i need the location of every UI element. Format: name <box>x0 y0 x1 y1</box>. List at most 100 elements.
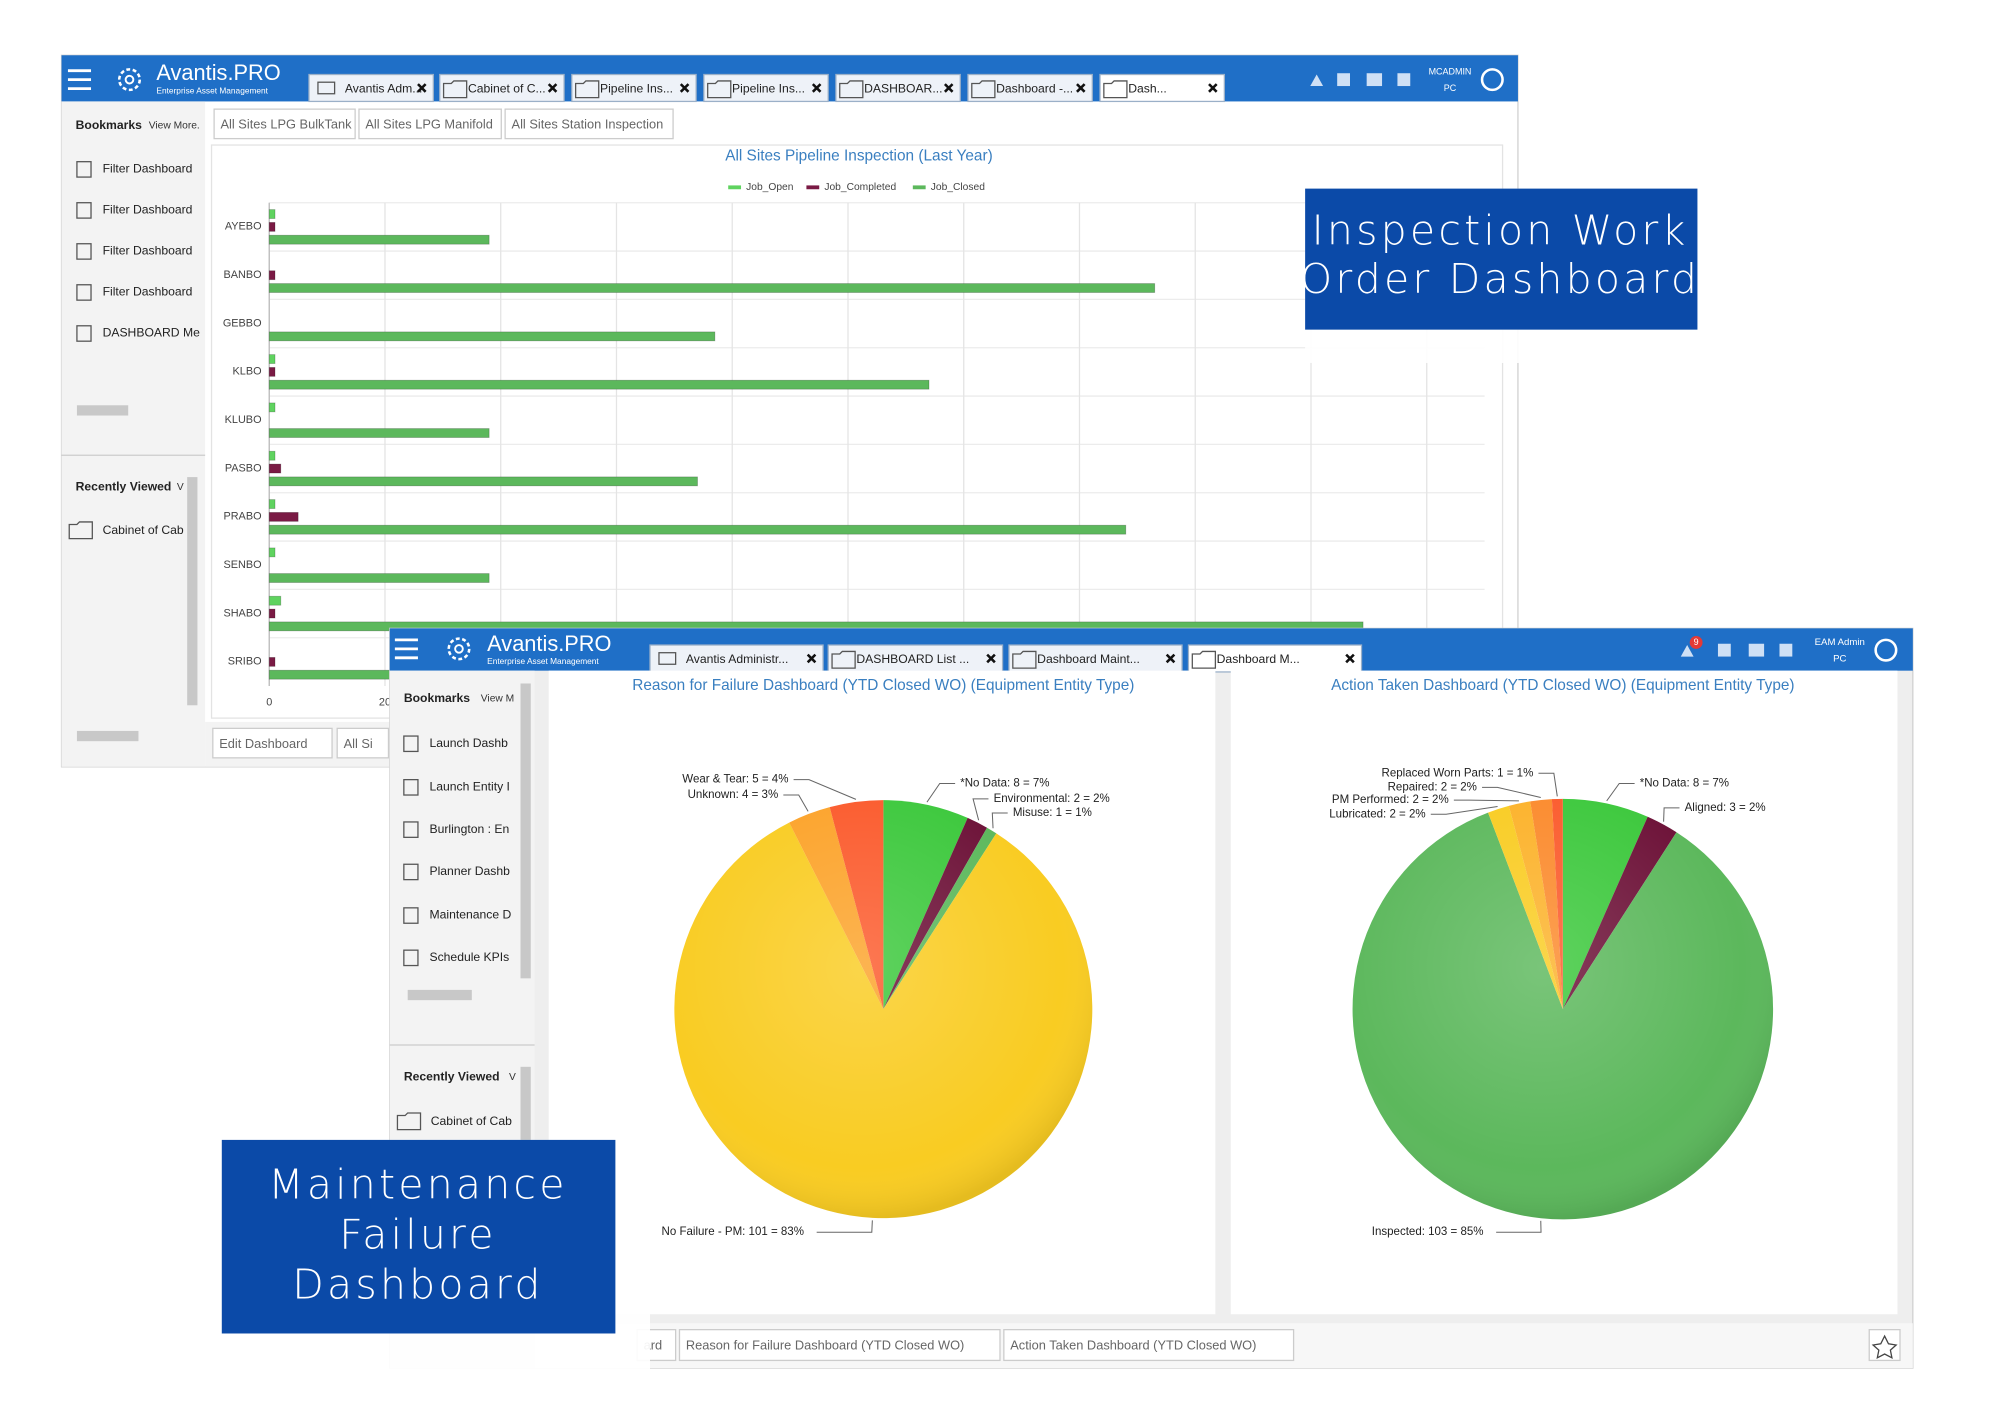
sidebar-item[interactable]: Maintenance D <box>403 907 512 924</box>
tab[interactable]: Pipeline Ins... <box>703 73 829 103</box>
sidebar-item[interactable]: Filter Dashboard <box>76 202 193 219</box>
bar <box>268 573 490 583</box>
tab[interactable]: Avantis Administr... <box>649 644 824 673</box>
overlay-box <box>221 1139 616 1334</box>
bell-icon <box>1310 74 1324 87</box>
folder-icon <box>575 80 600 99</box>
close-icon[interactable] <box>1076 83 1086 93</box>
tab[interactable]: DASHBOARD List ... <box>827 644 1004 673</box>
sidebar-item-label: Filter Dashboard <box>103 162 193 176</box>
y-tick-label: SRIBO <box>228 656 262 668</box>
sidebar-item[interactable]: DASHBOARD Me <box>76 325 200 342</box>
sidebar-item[interactable]: Cabinet of Cab <box>396 1112 512 1131</box>
button[interactable]: All Si <box>336 727 390 759</box>
scrollbar <box>187 477 198 706</box>
logo-gear <box>454 644 464 654</box>
leader-line <box>1453 799 1519 802</box>
button[interactable]: All Sites LPG Manifold <box>358 108 502 140</box>
sidebar-item[interactable]: Filter Dashboard <box>76 161 193 178</box>
sidebar-item[interactable]: Cabinet of Cab <box>68 521 184 540</box>
close-icon[interactable] <box>1208 83 1218 93</box>
leader-line <box>972 798 989 821</box>
folder-icon <box>971 80 996 99</box>
sidebar-item[interactable]: Filter Dashboard <box>76 243 193 260</box>
close-icon[interactable] <box>943 83 954 93</box>
bar <box>268 402 276 413</box>
close-icon[interactable] <box>679 83 690 93</box>
leader-line <box>1538 772 1558 797</box>
bookmarks-title: Bookmarks <box>76 118 142 132</box>
bookmark-icon <box>403 735 419 753</box>
toolbar-icons[interactable] <box>1310 73 1411 87</box>
user-avatar[interactable] <box>1874 638 1898 662</box>
tab-label: Avantis Administr... <box>686 652 788 666</box>
folder-icon <box>396 1112 422 1131</box>
star-icon <box>1871 1334 1898 1360</box>
leader-line <box>1496 1220 1542 1233</box>
button-bg <box>213 108 356 140</box>
slice-label: Misuse: 1 = 1% <box>1013 807 1092 819</box>
bell-icon[interactable] <box>1680 645 1694 657</box>
bar <box>268 450 276 461</box>
tab-bg <box>1008 644 1183 673</box>
sidebar-item[interactable]: Burlington : En <box>403 821 509 838</box>
close-icon[interactable] <box>986 653 996 664</box>
button[interactable]: All Sites LPG BulkTank <box>213 108 356 140</box>
close-icon[interactable] <box>811 83 822 93</box>
tab[interactable]: Avantis Adm... <box>308 73 434 103</box>
button[interactable]: Action Taken Dashboard (YTD Closed WO) <box>1003 1329 1295 1362</box>
scrollbar <box>520 683 531 979</box>
user-avatar[interactable] <box>1480 68 1504 92</box>
button[interactable]: Edit Dashboard <box>212 727 333 759</box>
sidebar-item[interactable]: Planner Dashb <box>403 863 510 881</box>
user-name: MCADMIN <box>1429 66 1472 76</box>
dashboard-tabs: All Sites LPG BulkTank All Sites LPG Mani… <box>213 108 674 140</box>
slice-label: *No Data: 8 = 7% <box>960 778 1049 790</box>
button-bg <box>678 1329 1001 1362</box>
chart-title: Action Taken Dashboard (YTD Closed WO) (… <box>1331 677 1794 694</box>
bookmark-icon <box>403 907 419 924</box>
x-tick-label: 0 <box>266 697 272 709</box>
button-label: All Sites LPG Manifold <box>365 117 492 132</box>
tab[interactable]: Cabinet of C... <box>439 73 565 103</box>
recent-title: Recently Viewed <box>404 1069 500 1083</box>
recent-title: Recently Viewed <box>76 480 172 494</box>
button-label: Edit Dashboard <box>219 736 307 751</box>
close-icon[interactable] <box>547 83 558 93</box>
close-icon[interactable] <box>1165 653 1176 664</box>
view-more[interactable]: View M <box>481 694 514 705</box>
recent-more: V <box>509 1072 516 1083</box>
tab[interactable]: Dash... <box>1099 73 1226 103</box>
bookmark-icon <box>76 325 92 342</box>
tab-strip: Avantis Administr... DASHBOARD List ... Da… <box>649 644 1363 673</box>
tab-label: Dash... <box>1128 81 1167 95</box>
tab-icon <box>658 652 677 665</box>
tab[interactable]: Dashboard -... <box>967 73 1093 103</box>
tab[interactable]: Dashboard Maint... <box>1008 644 1183 673</box>
tab[interactable]: DASHBOAR... <box>835 73 961 103</box>
close-icon[interactable] <box>417 83 427 93</box>
menu-button[interactable] <box>394 638 418 660</box>
view-more[interactable]: View More. <box>149 120 200 131</box>
button-bg <box>504 108 674 140</box>
y-tick-label: PRABO <box>223 511 261 523</box>
sidebar-item-label: Planner Dashb <box>429 864 510 878</box>
sidebar-item[interactable]: Schedule KPIs <box>403 949 509 967</box>
y-tick-label: KLUBO <box>225 414 262 426</box>
sidebar-item[interactable]: Launch Dashb <box>403 735 508 753</box>
scrollbar <box>520 1066 531 1144</box>
sidebar-item[interactable]: Launch Entity I <box>403 779 510 796</box>
scrollbar <box>76 405 129 416</box>
toolbar-icons[interactable] <box>1717 643 1793 657</box>
sidebar-item[interactable]: Filter Dashboard <box>76 284 193 301</box>
button[interactable]: Reason for Failure Dashboard (YTD Closed… <box>678 1329 1001 1362</box>
close-icon[interactable] <box>806 653 817 664</box>
close-icon[interactable] <box>1345 653 1355 664</box>
menu-button[interactable] <box>67 69 92 91</box>
sidebar-item-label: Filter Dashboard <box>103 244 193 258</box>
tab[interactable]: Pipeline Ins... <box>571 73 697 103</box>
tab[interactable]: Dashboard M... <box>1187 644 1363 673</box>
leader-line <box>1606 782 1635 802</box>
button[interactable]: All Sites Station Inspection <box>504 108 674 140</box>
